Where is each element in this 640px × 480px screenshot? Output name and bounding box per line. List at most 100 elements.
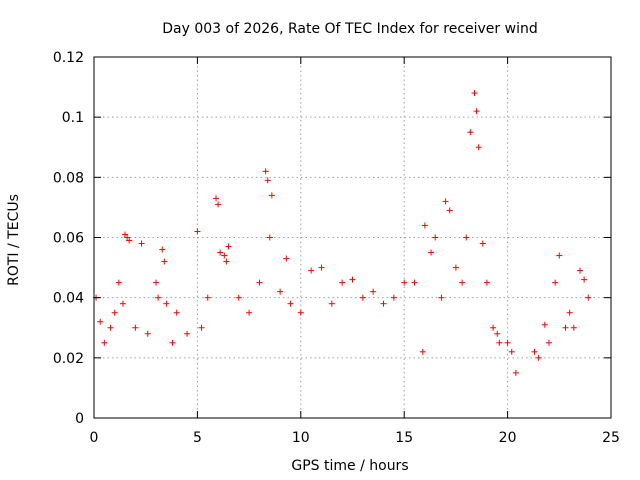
data-point — [359, 294, 366, 301]
data-point — [107, 324, 114, 331]
data-point — [328, 300, 335, 307]
data-point — [283, 255, 290, 262]
data-point — [562, 324, 569, 331]
data-point — [266, 234, 273, 241]
grid-layer — [94, 57, 611, 418]
data-point — [401, 279, 408, 286]
data-point — [268, 192, 275, 199]
data-point — [508, 348, 515, 355]
tick-marks — [93, 56, 612, 419]
data-point — [556, 252, 563, 259]
data-point — [349, 276, 356, 283]
data-point — [531, 348, 538, 355]
data-point — [204, 294, 211, 301]
data-point — [475, 144, 482, 151]
x-tick-label: 0 — [90, 430, 99, 446]
data-point — [419, 348, 426, 355]
data-point — [496, 339, 503, 346]
chart-title: Day 003 of 2026, Rate Of TEC Index for r… — [162, 21, 537, 37]
data-point — [223, 258, 230, 265]
data-point — [111, 309, 118, 316]
x-tick-label: 25 — [602, 430, 620, 446]
data-point — [169, 339, 176, 346]
data-point — [198, 324, 205, 331]
data-point — [194, 228, 201, 235]
data-point — [161, 258, 168, 265]
y-tick-label: 0.04 — [53, 291, 84, 307]
data-point — [308, 267, 315, 274]
data-point — [217, 249, 224, 256]
data-point — [438, 294, 445, 301]
data-point — [370, 288, 377, 295]
data-point — [483, 279, 490, 286]
data-point — [428, 249, 435, 256]
data-point — [581, 276, 588, 283]
tick-labels: 0 0.02 0.04 0.06 0.08 0.1 0.12 0 5 10 15 20 25 — [53, 50, 620, 446]
data-point — [541, 321, 548, 328]
data-point — [297, 309, 304, 316]
data-point — [490, 324, 497, 331]
data-point — [576, 267, 583, 274]
data-point — [138, 240, 145, 247]
data-point — [504, 339, 511, 346]
data-point — [494, 330, 501, 337]
data-point — [380, 300, 387, 307]
data-point — [459, 279, 466, 286]
y-tick-label: 0 — [75, 411, 84, 427]
data-point — [479, 240, 486, 247]
data-point — [552, 279, 559, 286]
x-tick-label: 20 — [499, 430, 517, 446]
data-point — [115, 279, 122, 286]
data-point — [101, 339, 108, 346]
data-point — [159, 246, 166, 253]
y-tick-label: 0.12 — [53, 50, 84, 66]
y-tick-label: 0.08 — [53, 170, 84, 186]
data-point — [132, 324, 139, 331]
data-point — [339, 279, 346, 286]
data-points — [93, 90, 592, 376]
data-point — [124, 234, 131, 241]
data-point — [545, 339, 552, 346]
data-point — [97, 318, 104, 325]
data-point — [442, 198, 449, 205]
data-point — [570, 324, 577, 331]
data-point — [390, 294, 397, 301]
data-point — [122, 231, 129, 238]
y-tick-label: 0.1 — [62, 110, 84, 126]
data-point — [126, 237, 133, 244]
data-point — [467, 129, 474, 136]
data-point — [221, 252, 228, 259]
data-point — [153, 279, 160, 286]
x-tick-label: 15 — [395, 430, 413, 446]
data-point — [421, 222, 428, 229]
data-point — [264, 177, 271, 184]
data-point — [246, 309, 253, 316]
data-point — [566, 309, 573, 316]
y-axis-label: ROTI / TECUs — [6, 194, 22, 286]
data-point — [452, 264, 459, 271]
data-point — [318, 264, 325, 271]
data-point — [184, 330, 191, 337]
data-point — [155, 294, 162, 301]
data-point — [235, 294, 242, 301]
data-point — [119, 300, 126, 307]
data-point — [144, 330, 151, 337]
data-point — [512, 369, 519, 376]
data-point — [463, 234, 470, 241]
data-point — [535, 354, 542, 361]
x-tick-label: 10 — [292, 430, 310, 446]
x-tick-label: 5 — [193, 430, 202, 446]
data-point — [173, 309, 180, 316]
data-point — [411, 279, 418, 286]
data-point — [446, 207, 453, 214]
x-axis-label: GPS time / hours — [291, 458, 408, 474]
data-point — [287, 300, 294, 307]
data-point — [432, 234, 439, 241]
data-point — [213, 195, 220, 202]
data-point — [585, 294, 592, 301]
data-point — [471, 90, 478, 97]
data-point — [262, 168, 269, 175]
data-point — [215, 201, 222, 208]
